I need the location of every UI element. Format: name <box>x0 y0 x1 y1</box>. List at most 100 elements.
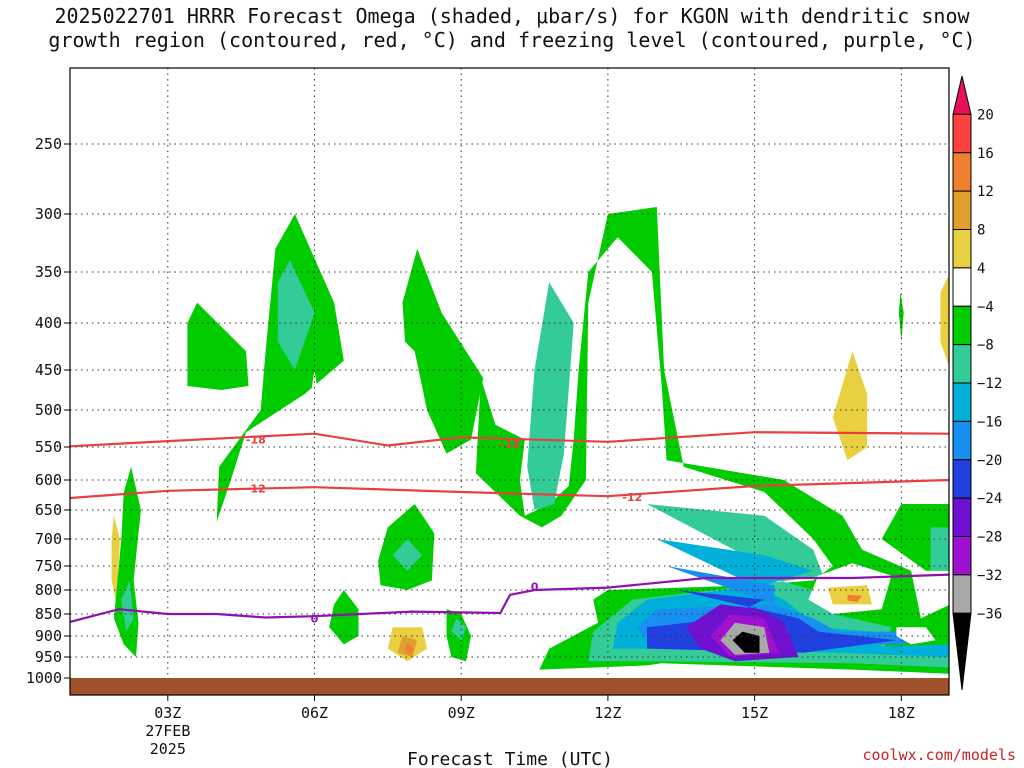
x-tick-label-06Z: 06Z <box>301 704 328 722</box>
colorbar-swatch-11 <box>952 497 972 537</box>
omega-region-4-4 <box>106 237 129 386</box>
colorbar-label-8: −16 <box>977 414 1002 430</box>
y-tick-label-900: 900 <box>35 627 62 645</box>
colorbar-label-2: 12 <box>977 184 994 200</box>
x-tick-date: 27FEB <box>145 722 190 740</box>
colorbar-label-6: −8 <box>977 338 994 354</box>
colorbar-label-10: −24 <box>977 491 1002 507</box>
omega-region-4-39 <box>896 627 936 645</box>
omega-region-4-0 <box>172 466 205 600</box>
colorbar-swatch-8 <box>952 382 972 422</box>
y-tick-label-550: 550 <box>35 438 62 456</box>
omega-region--8-35 <box>930 527 949 571</box>
omega-region--4-9 <box>216 214 344 522</box>
contour-label-2: -12 <box>246 482 266 495</box>
omega-region-16-18 <box>405 642 415 655</box>
omega-region-4-46 <box>605 378 611 433</box>
x-tick-label-15Z: 15Z <box>741 704 768 722</box>
omega-region--8-10 <box>277 260 315 370</box>
y-tick-label-450: 450 <box>35 361 62 379</box>
x-tick-year: 2025 <box>150 740 186 758</box>
colorbar-label-9: −20 <box>977 453 1002 469</box>
omega-region-4-23 <box>497 590 520 645</box>
colorbar-label-13: −36 <box>977 606 1002 622</box>
colorbar-swatch-13 <box>952 574 972 614</box>
colorbar: 20 16 12 8 4 −4 −8 −12 −16 −20 −24 −28 −32 −36 <box>952 75 1002 691</box>
colorbar-label-11: −28 <box>977 530 1002 546</box>
colorbar-label-5: −4 <box>977 299 994 315</box>
omega-region-4-22 <box>502 248 518 303</box>
contour-label-1: -18 <box>500 438 520 451</box>
colorbar-label-4: 4 <box>977 261 985 277</box>
omega-region-4-42 <box>700 248 721 361</box>
y-tick-label-950: 950 <box>35 648 62 666</box>
y-tick-label-500: 500 <box>35 401 62 419</box>
colorbar-bottom-arrow <box>952 612 972 691</box>
omega-region--36-33 <box>732 631 760 653</box>
y-tick-label-800: 800 <box>35 581 62 599</box>
colorbar-swatch-5 <box>952 267 972 307</box>
colorbar-swatch-10 <box>952 459 972 499</box>
omega-region--4-14 <box>329 590 359 645</box>
colorbar-label-7: −12 <box>977 376 1002 392</box>
y-tick-label-850: 850 <box>35 605 62 623</box>
y-tick-label-600: 600 <box>35 471 62 489</box>
plot-frame <box>69 67 950 696</box>
credit-link[interactable]: coolwx.com/models <box>862 746 1016 764</box>
colorbar-swatch-3 <box>952 190 972 230</box>
colorbar-swatch-2 <box>952 152 972 192</box>
y-tick-label-700: 700 <box>35 530 62 548</box>
y-tick-label-250: 250 <box>35 135 62 153</box>
omega-region-4-40 <box>774 248 882 492</box>
omega-region-16-38 <box>847 594 863 602</box>
colorbar-label-0: 20 <box>977 107 994 123</box>
gridlines <box>70 68 949 678</box>
y-tick-label-1000: 1000 <box>26 669 62 687</box>
x-axis-title: Forecast Time (UTC) <box>407 749 613 768</box>
colorbar-swatch-7 <box>952 344 972 384</box>
colorbar-top-arrow <box>952 75 972 115</box>
colorbar-swatch-9 <box>952 420 972 461</box>
omega-region--4-24 <box>475 207 949 674</box>
contour--12 <box>70 478 949 500</box>
omega-region--8-21 <box>451 618 467 641</box>
y-axis: 250 300 350 400 450 500 550 600 650 700 750 800 850 9… <box>26 135 70 687</box>
x-tick-label-09Z: 09Z <box>448 704 475 722</box>
colorbar-swatch-4 <box>952 229 972 269</box>
x-tick-label-03Z: 03Z <box>154 704 181 722</box>
omega-region--4-19 <box>402 248 484 454</box>
y-tick-label-650: 650 <box>35 501 62 519</box>
title-line-2: growth region (contoured, red, °C) and f… <box>48 28 976 52</box>
omega-region-4-43 <box>925 202 949 408</box>
x-tick-label-18Z: 18Z <box>888 704 915 722</box>
contour-0 <box>70 573 949 623</box>
contour-lines <box>70 431 949 623</box>
y-tick-label-750: 750 <box>35 557 62 575</box>
colorbar-label-3: 8 <box>977 223 985 239</box>
contour--18 <box>70 431 949 448</box>
contour-label-5: 0 <box>531 581 539 594</box>
x-tick-label-12Z: 12Z <box>594 704 621 722</box>
omega-region--8-25 <box>527 282 574 510</box>
contour-label-4: 0 <box>311 612 319 625</box>
colorbar-swatch-1 <box>952 113 972 154</box>
y-tick-label-400: 400 <box>35 314 62 332</box>
omega-region--8-7 <box>121 580 134 632</box>
colorbar-swatch-12 <box>952 536 972 576</box>
omega-region-8-37 <box>827 585 872 605</box>
omega-region--8-13 <box>392 539 423 571</box>
y-tick-label-350: 350 <box>35 263 62 281</box>
omega-region--4-45 <box>898 292 904 342</box>
omega-region-4-5 <box>160 510 173 576</box>
omega-region-8-44 <box>940 274 949 367</box>
ground-bar <box>70 678 949 695</box>
omega-region-8-3 <box>111 515 120 605</box>
omega-region-4-1 <box>148 386 183 653</box>
y-tick-label-300: 300 <box>35 205 62 223</box>
omega-region--4-8 <box>187 302 249 390</box>
colorbar-swatch-6 <box>952 305 972 346</box>
contour-labels: -18 -18 -12 -12 0 0 <box>246 434 642 626</box>
colorbar-label-1: 16 <box>977 146 994 162</box>
